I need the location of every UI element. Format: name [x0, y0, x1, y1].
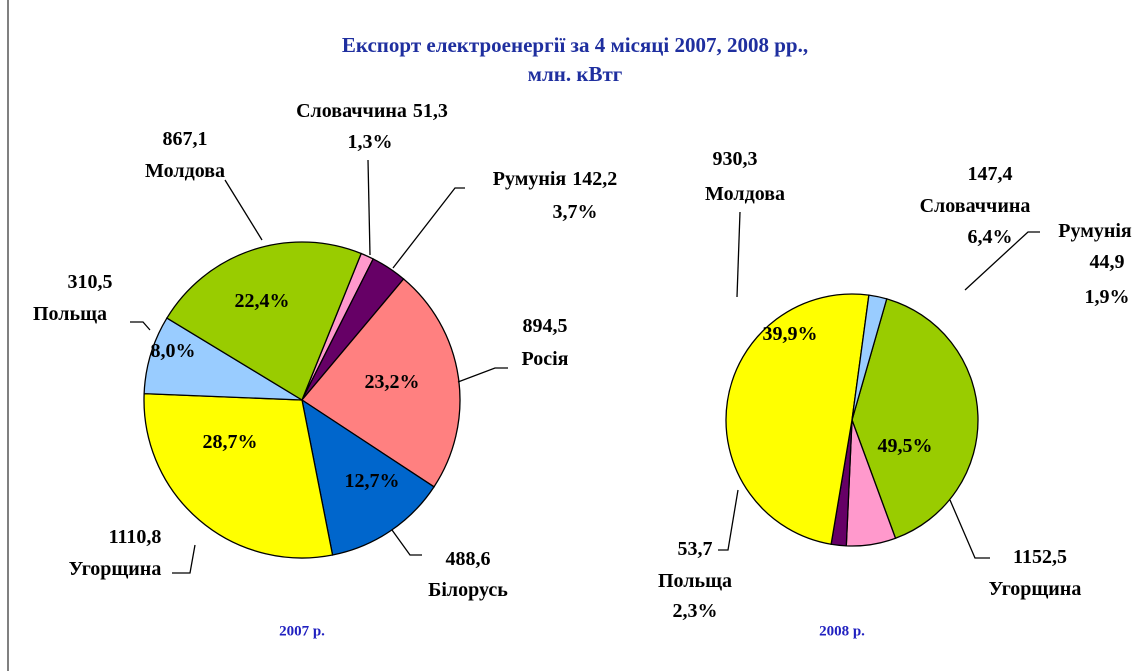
leader-line [392, 187, 465, 269]
leader-line [172, 544, 196, 574]
percent-label-text: 28,7% [203, 431, 258, 453]
percent-label: 3,7% [553, 201, 598, 223]
category-label: Молдова [145, 160, 225, 182]
value-label: 488,6 [446, 548, 491, 570]
leader-line [224, 179, 263, 241]
category-label-text: Молдова [145, 160, 225, 182]
value-label: 51,3 [413, 100, 448, 122]
percent-label-text: 23,2% [365, 371, 420, 393]
category-label: Румунія [493, 168, 567, 190]
percent-label-text: 39,9% [763, 323, 818, 345]
value-label-text: 1110,8 [109, 526, 162, 548]
pie-slice [851, 294, 888, 421]
value-label: 147,4 [968, 163, 1013, 185]
category-label: Угорщина [69, 558, 162, 580]
category-label-text: Угорщина [989, 578, 1082, 600]
percent-label-text: 6,4% [968, 226, 1013, 248]
category-label: Польща [33, 303, 107, 325]
value-label: 1152,5 [1013, 546, 1067, 568]
category-label-text: Білорусь [428, 579, 508, 601]
percent-label-text: 1,9% [1085, 286, 1130, 308]
leader-line [367, 159, 371, 256]
leader-line [130, 321, 151, 331]
pie-slice [725, 293, 870, 546]
category-label-text: Угорщина [69, 558, 162, 580]
percent-label: 12,7% [345, 470, 400, 492]
percent-label-text: 1,3% [348, 131, 393, 153]
value-label: 930,3 [713, 148, 758, 170]
percent-label: 8,0% [151, 340, 196, 362]
chart-title: млн. кВтг [528, 62, 623, 86]
percent-label: 39,9% [763, 323, 818, 345]
percent-label-text: 22,4% [235, 290, 290, 312]
category-label-text: Польща [658, 570, 732, 592]
percent-label-text: 2,3% [673, 600, 718, 622]
percent-label: 1,9% [1085, 286, 1130, 308]
pie-title: 2007 р. [279, 623, 325, 639]
leader-line [964, 231, 1040, 291]
percent-label-text: 3,7% [553, 201, 598, 223]
leader-line [391, 529, 422, 556]
percent-label: 28,7% [203, 431, 258, 453]
value-label-text: 867,1 [163, 128, 208, 150]
value-label: 53,7 [678, 538, 713, 560]
value-label-text: 1152,5 [1013, 546, 1067, 568]
percent-label: 6,4% [968, 226, 1013, 248]
value-label: 44,9 [1090, 251, 1125, 273]
percent-label: 1,3% [348, 131, 393, 153]
category-label-text: Румунія 142,2 [493, 168, 617, 190]
category-label-text: Польща [33, 303, 107, 325]
percent-label: 49,5% [878, 435, 933, 457]
category-label: Росія [522, 348, 569, 370]
value-label-text: 894,5 [523, 315, 568, 337]
pie-slice [143, 392, 334, 559]
pie-slice [301, 398, 435, 556]
category-label-text: Росія [522, 348, 569, 370]
percent-label: 2,3% [673, 600, 718, 622]
category-label: Білорусь [428, 579, 508, 601]
pie-slice [851, 298, 979, 540]
leader-line [736, 211, 741, 298]
category-label: Угорщина [989, 578, 1082, 600]
percent-label-text: 8,0% [151, 340, 196, 362]
category-label: Словаччина [920, 195, 1031, 217]
value-label-text: 930,3 [713, 148, 758, 170]
category-label: Польща [658, 570, 732, 592]
value-label-text: 53,7 [678, 538, 713, 560]
value-label-text: 310,5 [68, 271, 113, 293]
value-label: 310,5 [68, 271, 113, 293]
leader-line [457, 367, 508, 383]
value-label: 894,5 [523, 315, 568, 337]
category-label-text: Словаччина [920, 195, 1031, 217]
value-label-text: 44,9 [1090, 251, 1125, 273]
leader-line [949, 499, 990, 559]
value-label: 1110,8 [109, 526, 162, 548]
pie-title: 2008 р. [819, 623, 865, 639]
percent-label: 23,2% [365, 371, 420, 393]
value-label: 142,2 [572, 168, 617, 190]
value-label-text: 488,6 [446, 548, 491, 570]
category-label-text: Румунія [1058, 220, 1132, 242]
category-label: Словаччина [296, 100, 407, 122]
leader-line [718, 489, 739, 551]
category-label: Молдова [705, 183, 785, 205]
percent-label-text: 12,7% [345, 470, 400, 492]
category-label-text: Молдова [705, 183, 785, 205]
percent-label-text: 49,5% [878, 435, 933, 457]
percent-label: 22,4% [235, 290, 290, 312]
value-label-text: 147,4 [968, 163, 1013, 185]
pie-slice [301, 278, 461, 488]
category-label: Румунія [1058, 220, 1132, 242]
pie-slice [166, 241, 363, 401]
category-label-text: Словаччина 51,3 [296, 100, 448, 122]
value-label: 867,1 [163, 128, 208, 150]
chart-title: Експорт електроенергії за 4 місяці 2007,… [342, 33, 808, 57]
